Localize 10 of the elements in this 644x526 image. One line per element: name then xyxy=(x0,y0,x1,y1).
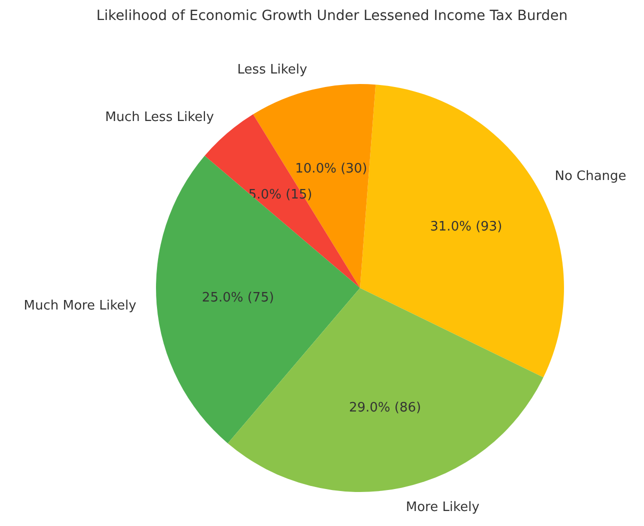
slice-label: More Likely xyxy=(406,500,480,516)
chart-title: Likelihood of Economic Growth Under Lessened Income Tax Burden xyxy=(96,8,568,24)
slice-label: No Change xyxy=(554,169,626,184)
data-label: 10.0% (30) xyxy=(295,162,368,177)
slice-label: Much More Likely xyxy=(24,298,137,314)
slice-label: Much Less Likely xyxy=(105,110,214,126)
data-label: 25.0% (75) xyxy=(202,290,274,306)
data-label: 29.0% (86) xyxy=(348,400,422,416)
data-label: 31.0% (93) xyxy=(430,220,502,235)
slice-label: Less Likely xyxy=(237,62,308,78)
